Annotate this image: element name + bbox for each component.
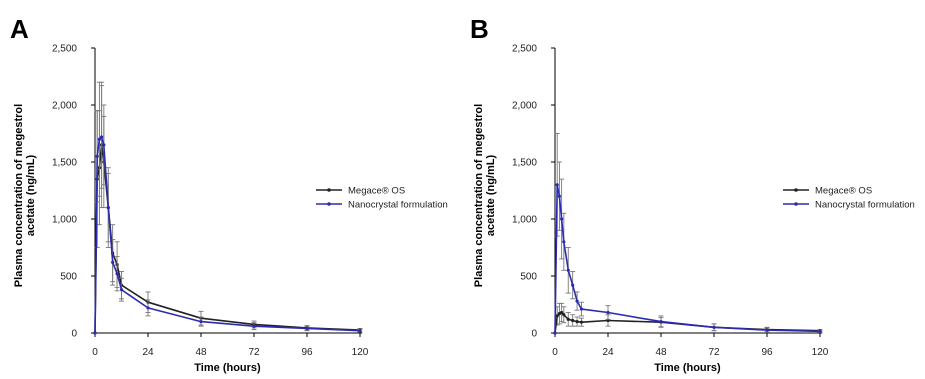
y-tick-label: 0: [71, 329, 77, 340]
data-point: [119, 288, 124, 292]
y-tick-label: 1,000: [512, 215, 537, 226]
data-point: [102, 143, 106, 147]
data-point: [566, 317, 570, 321]
y-axis-title-line-2: acetate (ng/mL): [485, 155, 497, 237]
data-point: [555, 314, 559, 318]
y-axis-title-line-2: acetate (ng/mL): [25, 155, 37, 237]
y-tick-label: 2,000: [512, 101, 537, 112]
data-point: [557, 194, 562, 198]
data-point: [146, 306, 150, 310]
data-point: [765, 328, 769, 332]
y-tick-label: 1,500: [512, 158, 537, 169]
panel-a: A 0 500 1,000 1,500 2,000 2,500 0 24 48 72 96 120 Tim…: [10, 14, 448, 374]
data-point: [97, 137, 102, 141]
series-line: [94, 144, 361, 334]
data-point: [712, 325, 716, 329]
legend-marker: [327, 202, 331, 206]
series-nanocrystal: [553, 133, 823, 335]
x-tick-label: 72: [248, 347, 260, 358]
series-nanocrystal: [93, 81, 363, 335]
x-tick-label: 24: [602, 347, 614, 358]
y-tick-label: 2,500: [512, 44, 537, 55]
data-point: [252, 324, 256, 328]
data-point: [553, 331, 557, 335]
x-axis-title: Time (hours): [654, 362, 721, 374]
legend-marker: [794, 202, 798, 206]
y-tick-label: 2,500: [52, 44, 77, 55]
x-tick-label: 0: [92, 347, 98, 358]
legend-label: Nanocrystal formulation: [348, 200, 448, 211]
x-tick-label: 120: [812, 347, 829, 358]
y-tick-label: 500: [60, 272, 77, 283]
data-point: [305, 326, 309, 331]
data-point: [111, 260, 115, 264]
data-point: [95, 154, 99, 158]
data-point: [659, 320, 663, 324]
series-megace-os: [93, 81, 363, 335]
data-point: [560, 310, 564, 315]
data-point: [199, 320, 203, 324]
y-tick-label: 500: [520, 272, 537, 283]
legend-marker: [794, 188, 798, 192]
data-point: [566, 268, 570, 272]
legend-label: Megace® OS: [815, 186, 872, 197]
y-tick-label: 1,500: [52, 158, 77, 169]
data-point: [562, 313, 566, 317]
y-tick-label: 0: [531, 329, 537, 340]
x-axis-title: Time (hours): [194, 362, 261, 374]
data-point: [575, 299, 579, 303]
data-point: [562, 240, 566, 244]
series-line: [94, 136, 361, 334]
data-point: [571, 283, 575, 287]
panel-label: A: [10, 14, 29, 44]
legend-marker: [327, 188, 331, 192]
panel-label: B: [470, 14, 489, 44]
series-line: [554, 184, 821, 334]
x-tick-label: 96: [301, 347, 313, 358]
data-point: [606, 310, 610, 315]
x-tick-label: 96: [761, 347, 773, 358]
data-point: [818, 329, 822, 333]
data-point: [115, 272, 119, 276]
panel-b: B 0 500 1,000 1,500 2,000 2,500 0 24 48 72 96 120 Tim…: [470, 14, 915, 374]
data-point: [579, 320, 584, 324]
data-point: [555, 183, 559, 187]
data-point: [579, 307, 584, 311]
legend-label: Megace® OS: [348, 186, 405, 197]
data-point: [571, 318, 575, 323]
data-point: [100, 135, 104, 139]
x-tick-label: 48: [195, 347, 207, 358]
data-point: [93, 331, 97, 335]
y-axis-title-line-1: Plasma concentration of megestrol: [13, 104, 25, 287]
x-tick-label: 120: [352, 347, 369, 358]
x-tick-label: 72: [708, 347, 720, 358]
legend-label: Nanocrystal formulation: [815, 200, 915, 211]
x-tick-label: 48: [655, 347, 667, 358]
y-tick-label: 1,000: [52, 215, 77, 226]
data-point: [560, 217, 564, 221]
data-point: [358, 329, 362, 333]
y-tick-label: 2,000: [52, 101, 77, 112]
data-point: [106, 206, 110, 210]
data-point: [575, 320, 579, 324]
y-axis-title-line-1: Plasma concentration of megestrol: [473, 104, 485, 287]
x-tick-label: 0: [552, 347, 558, 358]
x-tick-label: 24: [142, 347, 154, 358]
